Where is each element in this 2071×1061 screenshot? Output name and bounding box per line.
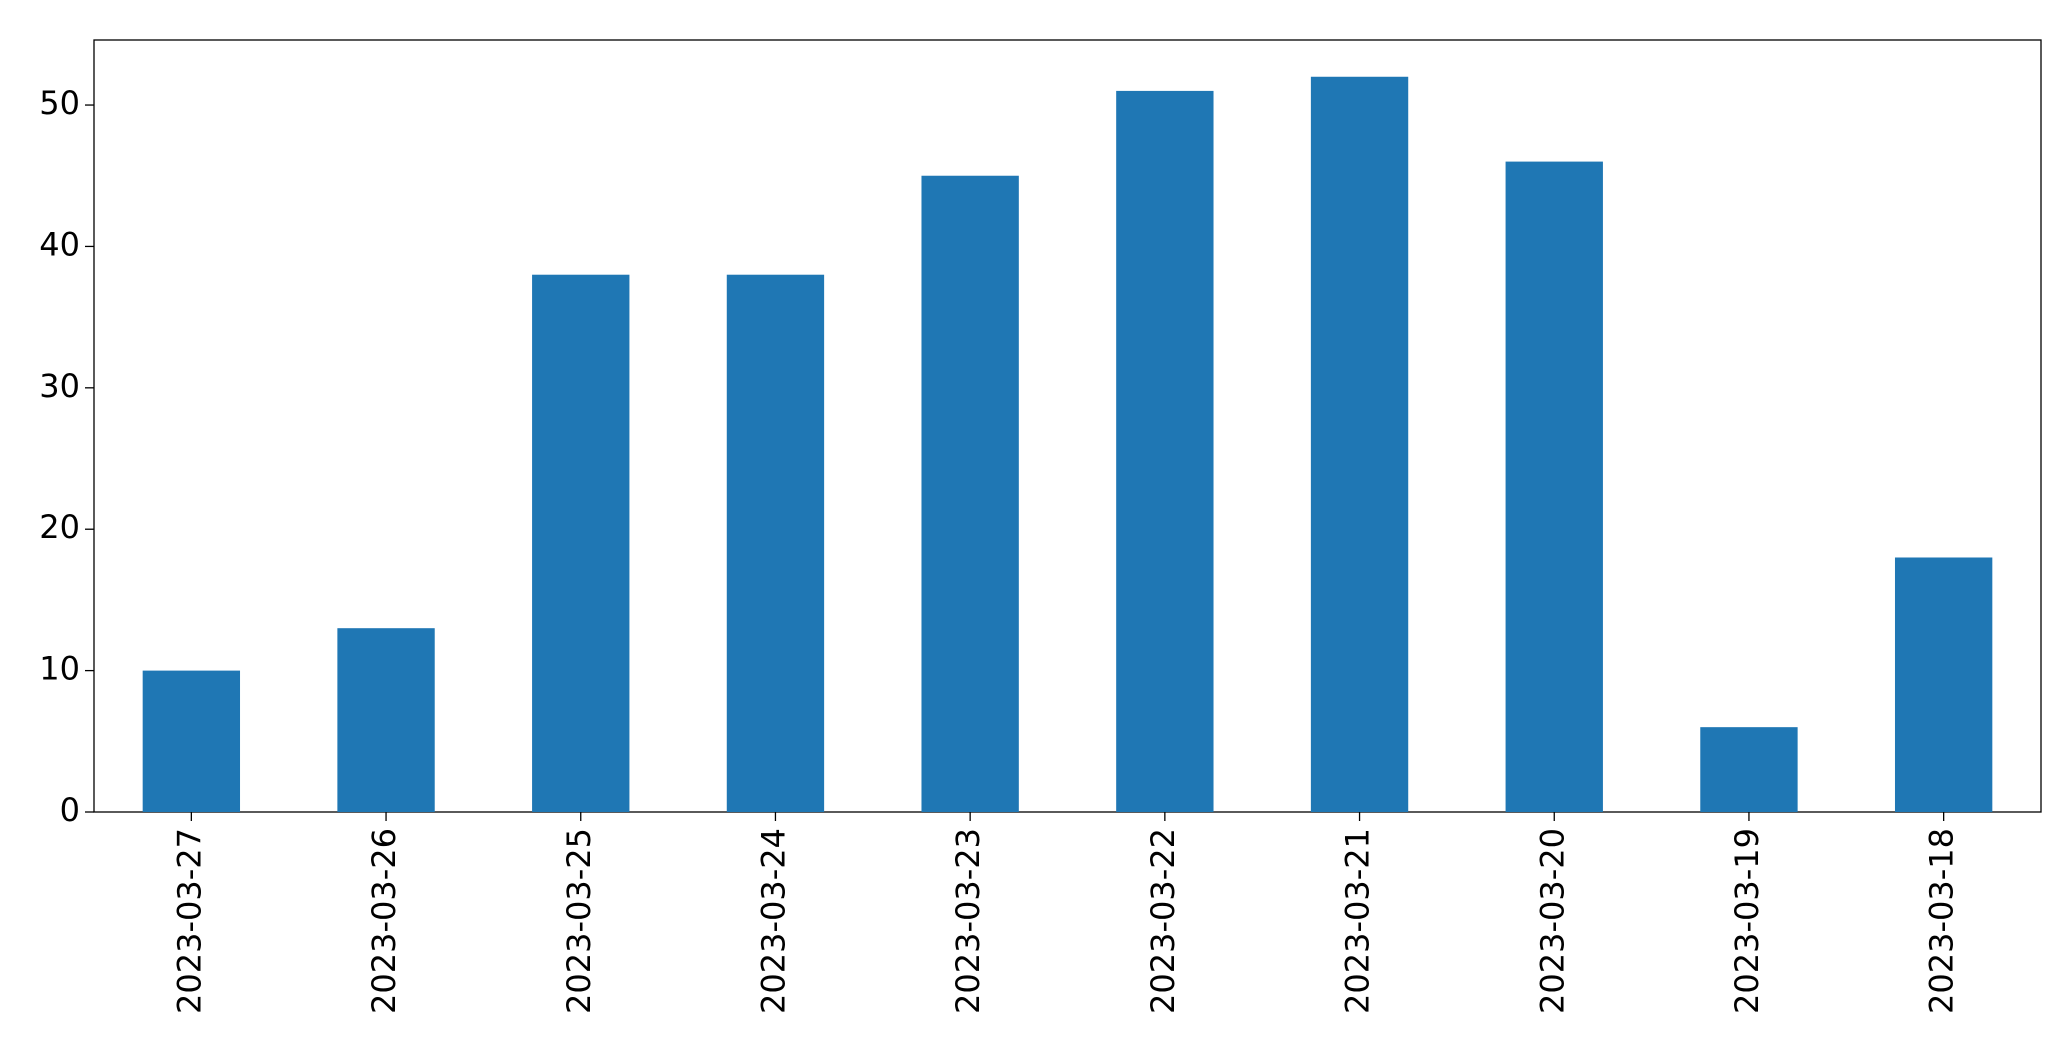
bar: [142, 670, 241, 812]
x-tick-label: 2023-03-26: [365, 828, 403, 1014]
x-tick-label: 2023-03-18: [1923, 828, 1961, 1014]
y-tick-label: 20: [39, 508, 80, 546]
bar: [532, 274, 630, 812]
x-tick-label: 2023-03-24: [754, 828, 792, 1014]
x-tick-label: 2023-03-23: [949, 828, 987, 1014]
x-tick-label: 2023-03-22: [1144, 828, 1182, 1014]
x-tick-label: 2023-03-25: [560, 828, 598, 1014]
x-tick-label: 2023-03-19: [1728, 828, 1766, 1014]
bar: [337, 628, 435, 812]
bar: [1700, 727, 1798, 812]
plot-frame: [93, 39, 2042, 813]
y-tick-label: 50: [39, 84, 80, 122]
bar: [1505, 161, 1603, 813]
x-tick-label: 2023-03-20: [1533, 828, 1571, 1014]
bar: [1310, 76, 1409, 812]
bar: [921, 175, 1019, 812]
bar: [1116, 90, 1214, 812]
y-tick-label: 40: [39, 225, 80, 263]
x-tick-label: 2023-03-27: [170, 828, 208, 1014]
y-tick-label: 0: [60, 791, 80, 829]
bar: [1894, 557, 1993, 812]
bar: [726, 274, 825, 812]
y-tick-label: 10: [39, 650, 80, 688]
y-tick-label: 30: [39, 367, 80, 405]
x-tick-label: 2023-03-21: [1339, 828, 1377, 1014]
